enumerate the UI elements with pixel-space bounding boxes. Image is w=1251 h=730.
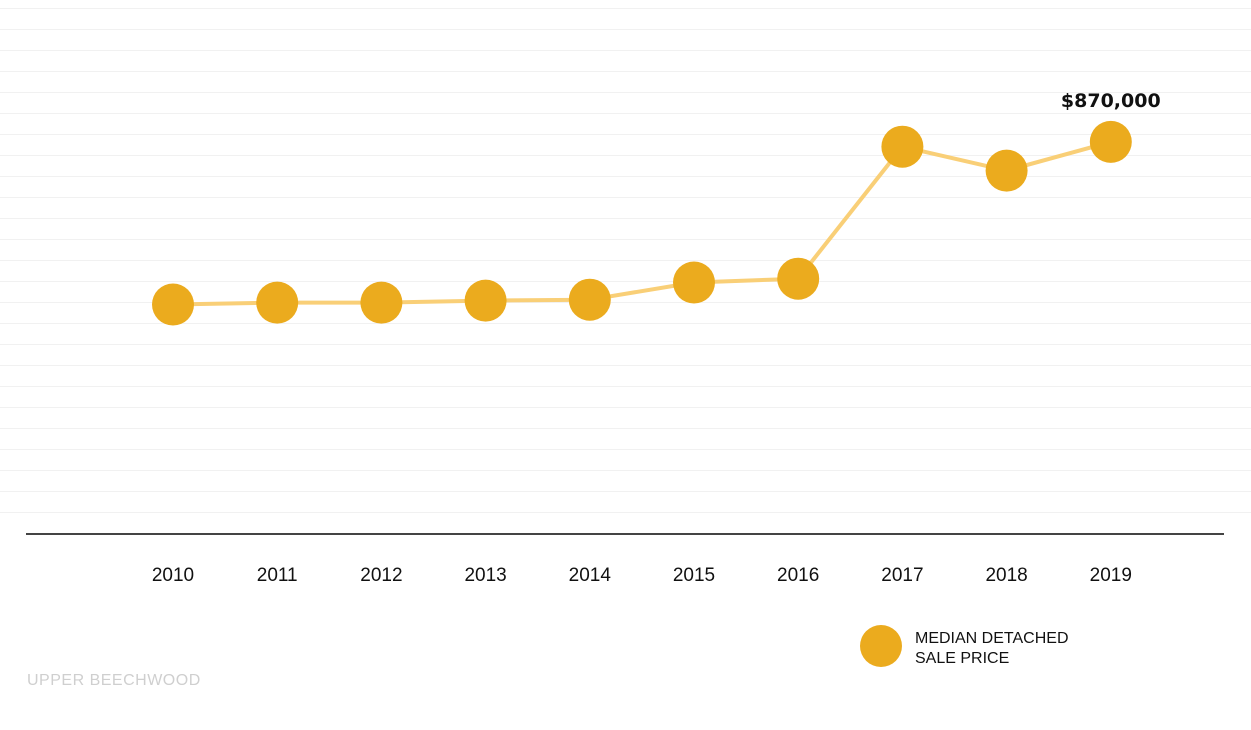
data-point-2014 — [568, 278, 611, 321]
x-tick-label-2016: 2016 — [777, 565, 819, 586]
x-tick-label-2011: 2011 — [257, 565, 298, 586]
data-point-2015 — [673, 261, 715, 304]
data-markers — [152, 120, 1132, 326]
x-tick-label-2012: 2012 — [360, 565, 402, 586]
x-tick-labels: 2010 2011 2012 2013 2014 2015 2016 2017 2018 2019 — [152, 565, 1132, 586]
x-tick-label-2010: 2010 — [152, 565, 194, 586]
x-tick-label-2014: 2014 — [569, 565, 612, 586]
data-label-2019: $870,000 — [1061, 90, 1161, 112]
data-annotations: $870,000 — [1061, 90, 1161, 112]
data-point-2018 — [985, 149, 1028, 192]
x-tick-label-2013: 2013 — [464, 565, 506, 586]
x-tick-label-2015: 2015 — [673, 565, 715, 586]
data-point-2019 — [1089, 120, 1132, 163]
legend-label-line-1: MEDIAN DETACHED — [915, 630, 1069, 647]
gridlines — [0, 8, 1251, 513]
legend: MEDIAN DETACHED SALE PRICE — [860, 625, 1069, 667]
x-tick-label-2018: 2018 — [985, 565, 1027, 586]
neighbourhood-label: UPPER BEECHWOOD — [27, 672, 201, 689]
legend-swatch — [860, 625, 902, 667]
data-point-2011 — [256, 281, 299, 324]
x-tick-label-2019: 2019 — [1090, 565, 1132, 586]
x-tick-label-2017: 2017 — [881, 565, 923, 586]
data-point-2012 — [360, 281, 403, 324]
data-point-2017 — [881, 125, 924, 168]
series-line — [171, 139, 1113, 307]
data-point-2010 — [152, 283, 194, 326]
legend-label-line-2: SALE PRICE — [915, 650, 1009, 667]
data-point-2016 — [777, 257, 820, 300]
data-point-2013 — [464, 279, 507, 322]
